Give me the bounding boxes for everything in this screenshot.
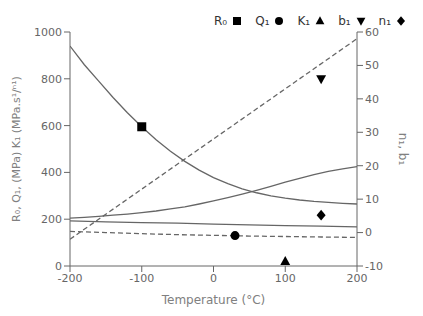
html-text:Q₁: Q₁	[255, 14, 270, 28]
html-text:K₁: K₁	[297, 14, 311, 28]
svg-text:0: 0	[365, 226, 372, 239]
svg-text:40: 40	[365, 93, 379, 106]
html-text:b₁: b₁	[338, 14, 351, 28]
svg-text:200: 200	[41, 213, 62, 226]
html-text:R₀: R₀	[214, 14, 228, 28]
svg-text:1000: 1000	[34, 26, 62, 39]
svg-text:-100: -100	[129, 272, 154, 285]
svg-text:800: 800	[41, 73, 62, 86]
svg-text:0: 0	[55, 260, 62, 273]
html-text:n₁: n₁	[378, 14, 391, 28]
svg-text:-200: -200	[58, 272, 83, 285]
svg-text:n₁, b₁: n₁, b₁	[396, 133, 410, 166]
svg-text:20: 20	[365, 160, 379, 173]
svg-text:10: 10	[365, 193, 379, 206]
svg-text:400: 400	[41, 166, 62, 179]
svg-text:600: 600	[41, 120, 62, 133]
svg-text:30: 30	[365, 126, 379, 139]
svg-text:-10: -10	[365, 260, 383, 273]
svg-text:R₀, Q₁, (MPa) K₁ (MPa.s¹/ⁿ¹): R₀, Q₁, (MPa) K₁ (MPa.s¹/ⁿ¹)	[10, 76, 23, 222]
svg-text:60: 60	[365, 26, 379, 39]
svg-text:100: 100	[275, 272, 296, 285]
svg-text:50: 50	[365, 59, 379, 72]
svg-text:200: 200	[347, 272, 368, 285]
svg-text:Temperature (°C): Temperature (°C)	[161, 293, 266, 307]
svg-text:0: 0	[210, 272, 217, 285]
